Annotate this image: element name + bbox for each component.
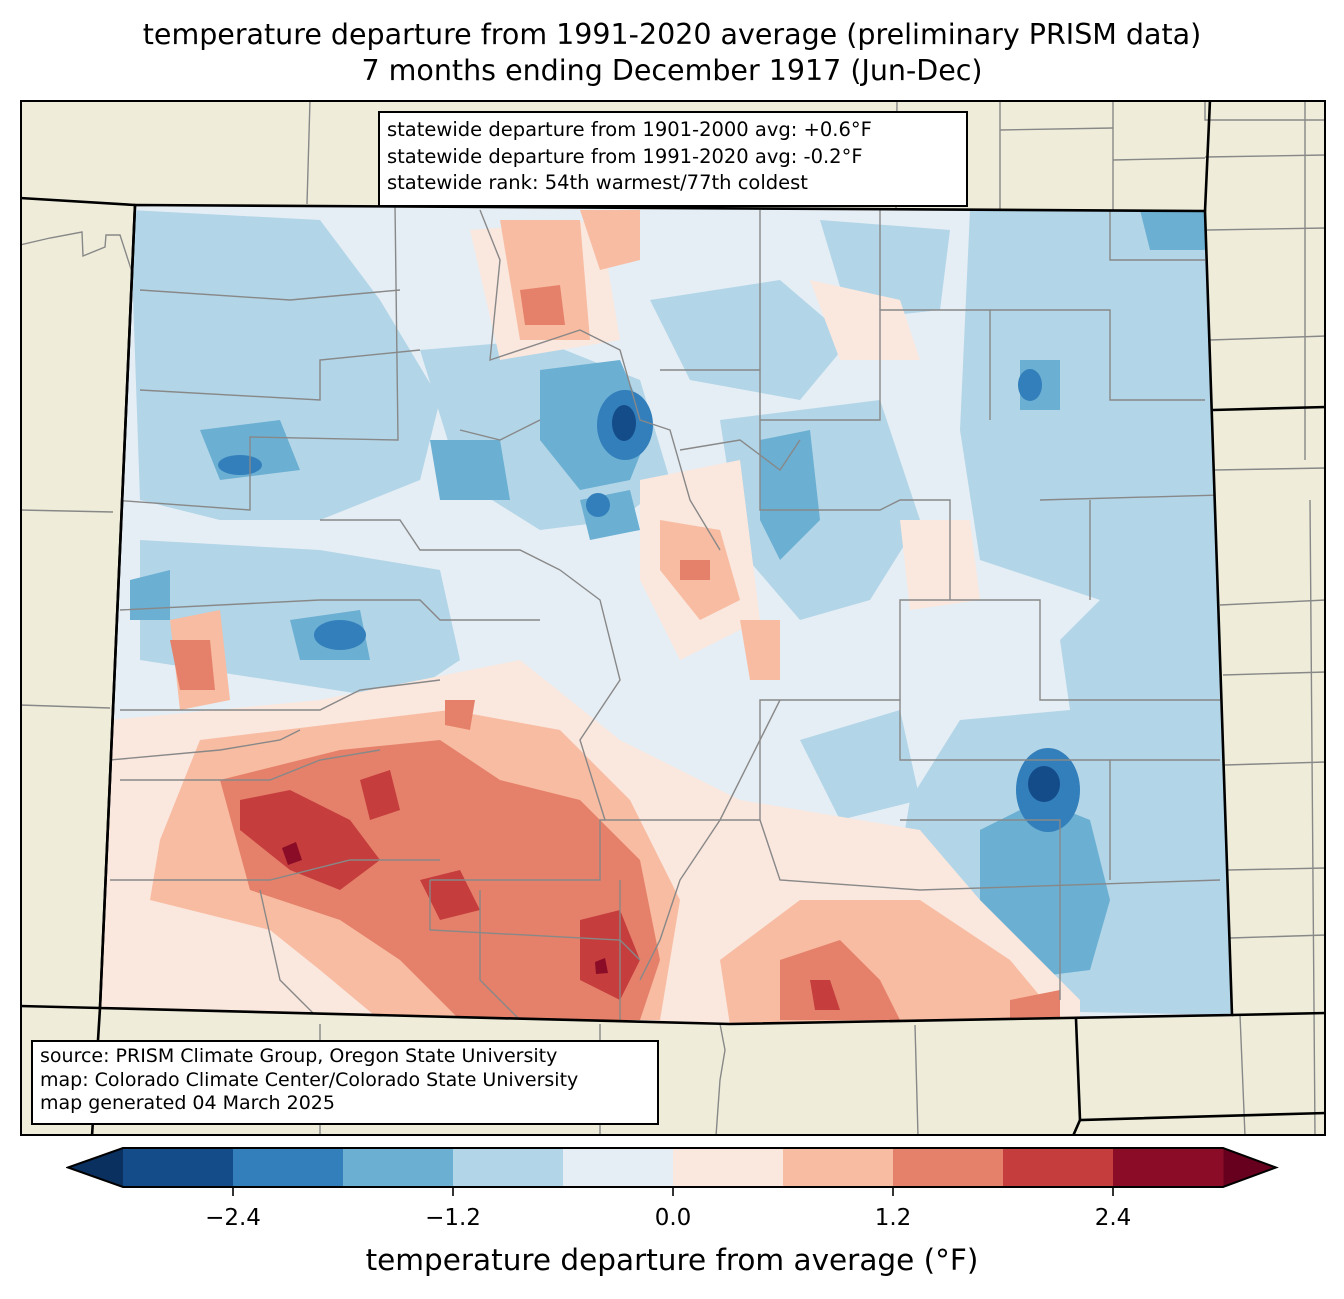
map-frame bbox=[20, 100, 1326, 1136]
colorbar-bin bbox=[343, 1148, 454, 1187]
colorbar-tick-label: 1.2 bbox=[874, 1205, 912, 1231]
stats-line-1991-2020: statewide departure from 1991-2020 avg: … bbox=[387, 144, 863, 168]
colorbar-bin bbox=[783, 1148, 894, 1187]
colorbar-bin bbox=[893, 1148, 1004, 1187]
colorbar-tick-label: 2.4 bbox=[1094, 1205, 1132, 1231]
colorbar-bin bbox=[233, 1148, 344, 1187]
colorbar-over-arrow bbox=[1223, 1148, 1276, 1187]
colorbar-under-arrow bbox=[68, 1148, 123, 1187]
colorbar-bin bbox=[453, 1148, 564, 1187]
colorbar-tick-label: −1.2 bbox=[425, 1205, 481, 1231]
colorbar-tick-label: −2.4 bbox=[205, 1205, 261, 1231]
colorbar-bin bbox=[1003, 1148, 1114, 1187]
colorbar-bin bbox=[123, 1148, 234, 1187]
generated-date-line: map generated 04 March 2025 bbox=[40, 1092, 335, 1114]
colorbar-bin bbox=[1113, 1148, 1224, 1187]
contour-level-above-2.4 bbox=[282, 842, 608, 974]
colorado-temperature-map bbox=[20, 100, 1326, 1136]
map-title: temperature departure from 1991-2020 ave… bbox=[142, 18, 1202, 51]
colorbar-bin bbox=[563, 1148, 674, 1187]
map-credit-line: map: Colorado Climate Center/Colorado St… bbox=[40, 1068, 579, 1091]
colorbar-outline bbox=[66, 1147, 1279, 1188]
stats-line-rank: statewide rank: 54th warmest/77th coldes… bbox=[387, 171, 808, 194]
colorbar bbox=[66, 1147, 1279, 1196]
source-line: source: PRISM Climate Group, Oregon Stat… bbox=[40, 1045, 558, 1067]
temperature-contours bbox=[100, 205, 1232, 1024]
state-boundaries bbox=[20, 100, 1326, 1136]
stats-line-1901-2000: statewide departure from 1901-2000 avg: … bbox=[387, 118, 872, 141]
statewide-stats-box: statewide departure from 1901-2000 avg: … bbox=[378, 111, 968, 207]
colorbar-label: temperature departure from average (°F) bbox=[365, 1243, 979, 1277]
colorbar-bin bbox=[673, 1148, 784, 1187]
colorbar-tick-label: 0.0 bbox=[654, 1205, 692, 1231]
map-subtitle: 7 months ending December 1917 (Jun-Dec) bbox=[361, 54, 983, 87]
county-boundaries bbox=[109, 205, 1221, 1021]
source-credits-box: source: PRISM Climate Group, Oregon Stat… bbox=[31, 1040, 659, 1125]
contour-level-1.8-to-2.4 bbox=[240, 770, 840, 1010]
contour-level-below-minus-2.4 bbox=[612, 405, 1060, 802]
neighbor-county-lines bbox=[20, 100, 1326, 1136]
